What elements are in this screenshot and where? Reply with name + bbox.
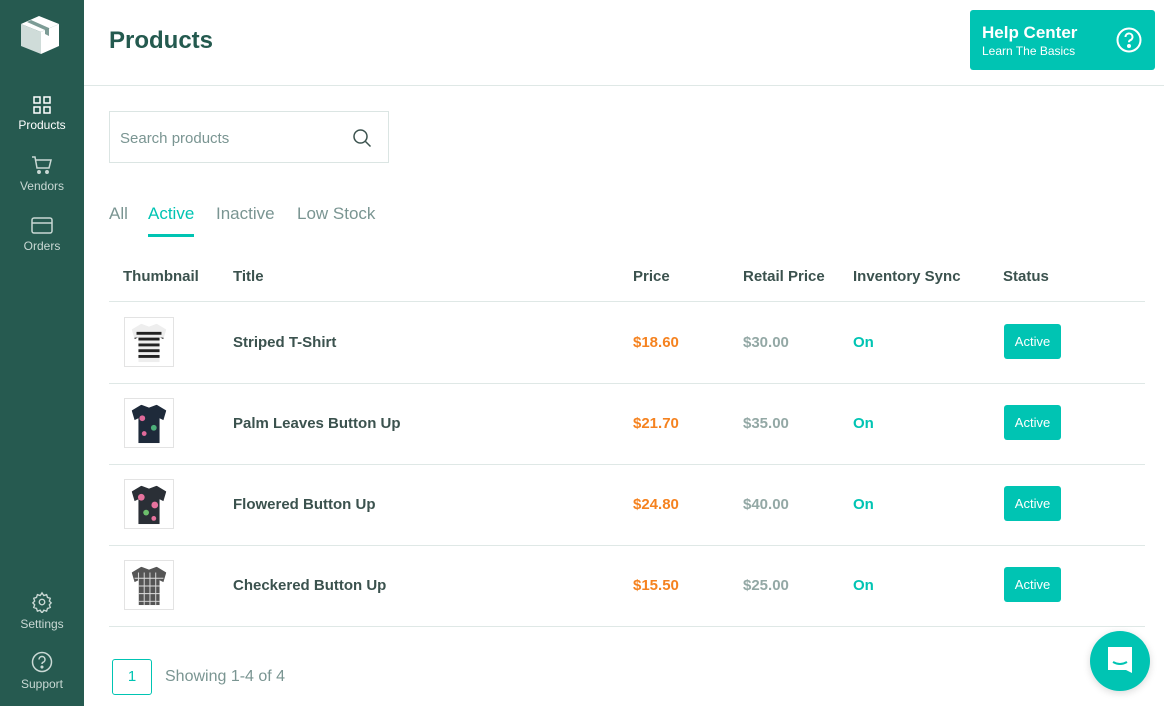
divider: [109, 545, 1145, 546]
cart-icon: [32, 156, 52, 174]
tab-inactive[interactable]: Inactive: [216, 204, 275, 223]
tab-low-stock[interactable]: Low Stock: [297, 204, 376, 223]
inventory-sync: On: [853, 334, 874, 351]
product-price: $21.70: [633, 415, 679, 432]
col-price: Price: [633, 268, 670, 285]
inventory-sync: On: [853, 577, 874, 594]
sidebar-label: Settings: [20, 617, 64, 631]
col-retail-price: Retail Price: [743, 268, 825, 285]
sidebar-item-settings[interactable]: Settings: [0, 591, 84, 631]
status-badge[interactable]: Active: [1004, 486, 1061, 521]
chat-icon: [1108, 647, 1132, 673]
inventory-sync: On: [853, 496, 874, 513]
card-icon: [31, 217, 53, 234]
help-icon: [31, 651, 53, 673]
gear-icon: [31, 591, 53, 613]
product-thumbnail: [124, 560, 174, 610]
table-row[interactable]: Striped T-Shirt $18.60 $30.00 On Active: [109, 302, 1145, 383]
col-inventory-sync: Inventory Sync: [853, 268, 961, 285]
product-thumbnail: [124, 398, 174, 448]
page-title: Products: [109, 27, 214, 54]
retail-price: $40.00: [743, 496, 789, 513]
header: Products Help Center Learn The Basics: [84, 0, 1164, 86]
search-placeholder: Search products: [120, 130, 230, 147]
divider: [109, 383, 1145, 384]
tab-active[interactable]: Active: [148, 204, 195, 237]
inventory-sync: On: [853, 415, 874, 432]
product-price: $18.60: [633, 334, 679, 351]
status-badge[interactable]: Active: [1004, 324, 1061, 359]
sidebar-item-vendors[interactable]: Vendors: [0, 155, 84, 193]
status-badge[interactable]: Active: [1004, 567, 1061, 602]
status-badge[interactable]: Active: [1004, 405, 1061, 440]
product-title[interactable]: Flowered Button Up: [233, 496, 376, 513]
sidebar-item-products[interactable]: Products: [0, 96, 84, 132]
page-1-button[interactable]: 1: [112, 659, 152, 695]
table-row[interactable]: Checkered Button Up $15.50 $25.00 On Act…: [109, 545, 1145, 626]
help-title: Help Center: [982, 23, 1078, 42]
product-title[interactable]: Palm Leaves Button Up: [233, 415, 401, 432]
divider: [109, 464, 1145, 465]
table-row[interactable]: Flowered Button Up $24.80 $40.00 On Acti…: [109, 464, 1145, 545]
sidebar-item-orders[interactable]: Orders: [0, 217, 84, 253]
tab-all[interactable]: All: [109, 204, 128, 223]
col-thumbnail: Thumbnail: [123, 268, 199, 285]
sidebar: Products Vendors Orders Settings Support: [0, 0, 84, 706]
question-icon: [1116, 27, 1142, 53]
retail-price: $35.00: [743, 415, 789, 432]
box-logo-icon: [21, 16, 59, 54]
retail-price: $25.00: [743, 577, 789, 594]
product-title[interactable]: Checkered Button Up: [233, 577, 387, 594]
product-price: $24.80: [633, 496, 679, 513]
help-subtitle: Learn The Basics: [982, 44, 1076, 58]
retail-price: $30.00: [743, 334, 789, 351]
sidebar-label: Orders: [23, 239, 61, 253]
product-thumbnail: [124, 479, 174, 529]
grid-icon: [33, 96, 51, 114]
divider: [109, 301, 1145, 302]
col-title: Title: [233, 268, 264, 285]
col-status: Status: [1003, 268, 1049, 285]
sidebar-label: Products: [18, 118, 66, 132]
chat-button[interactable]: [1090, 631, 1150, 691]
help-center-button[interactable]: Help Center Learn The Basics: [970, 10, 1155, 70]
sidebar-label: Vendors: [19, 179, 65, 193]
search-icon[interactable]: [352, 128, 372, 148]
divider: [109, 626, 1145, 627]
sidebar-label: Support: [20, 677, 64, 691]
product-price: $15.50: [633, 577, 679, 594]
product-thumbnail: [124, 317, 174, 367]
pagination-info: Showing 1-4 of 4: [165, 668, 286, 685]
table-row[interactable]: Palm Leaves Button Up $21.70 $35.00 On A…: [109, 383, 1145, 464]
search-input[interactable]: Search products: [109, 111, 389, 163]
product-title[interactable]: Striped T-Shirt: [233, 334, 337, 351]
sidebar-item-support[interactable]: Support: [0, 651, 84, 691]
